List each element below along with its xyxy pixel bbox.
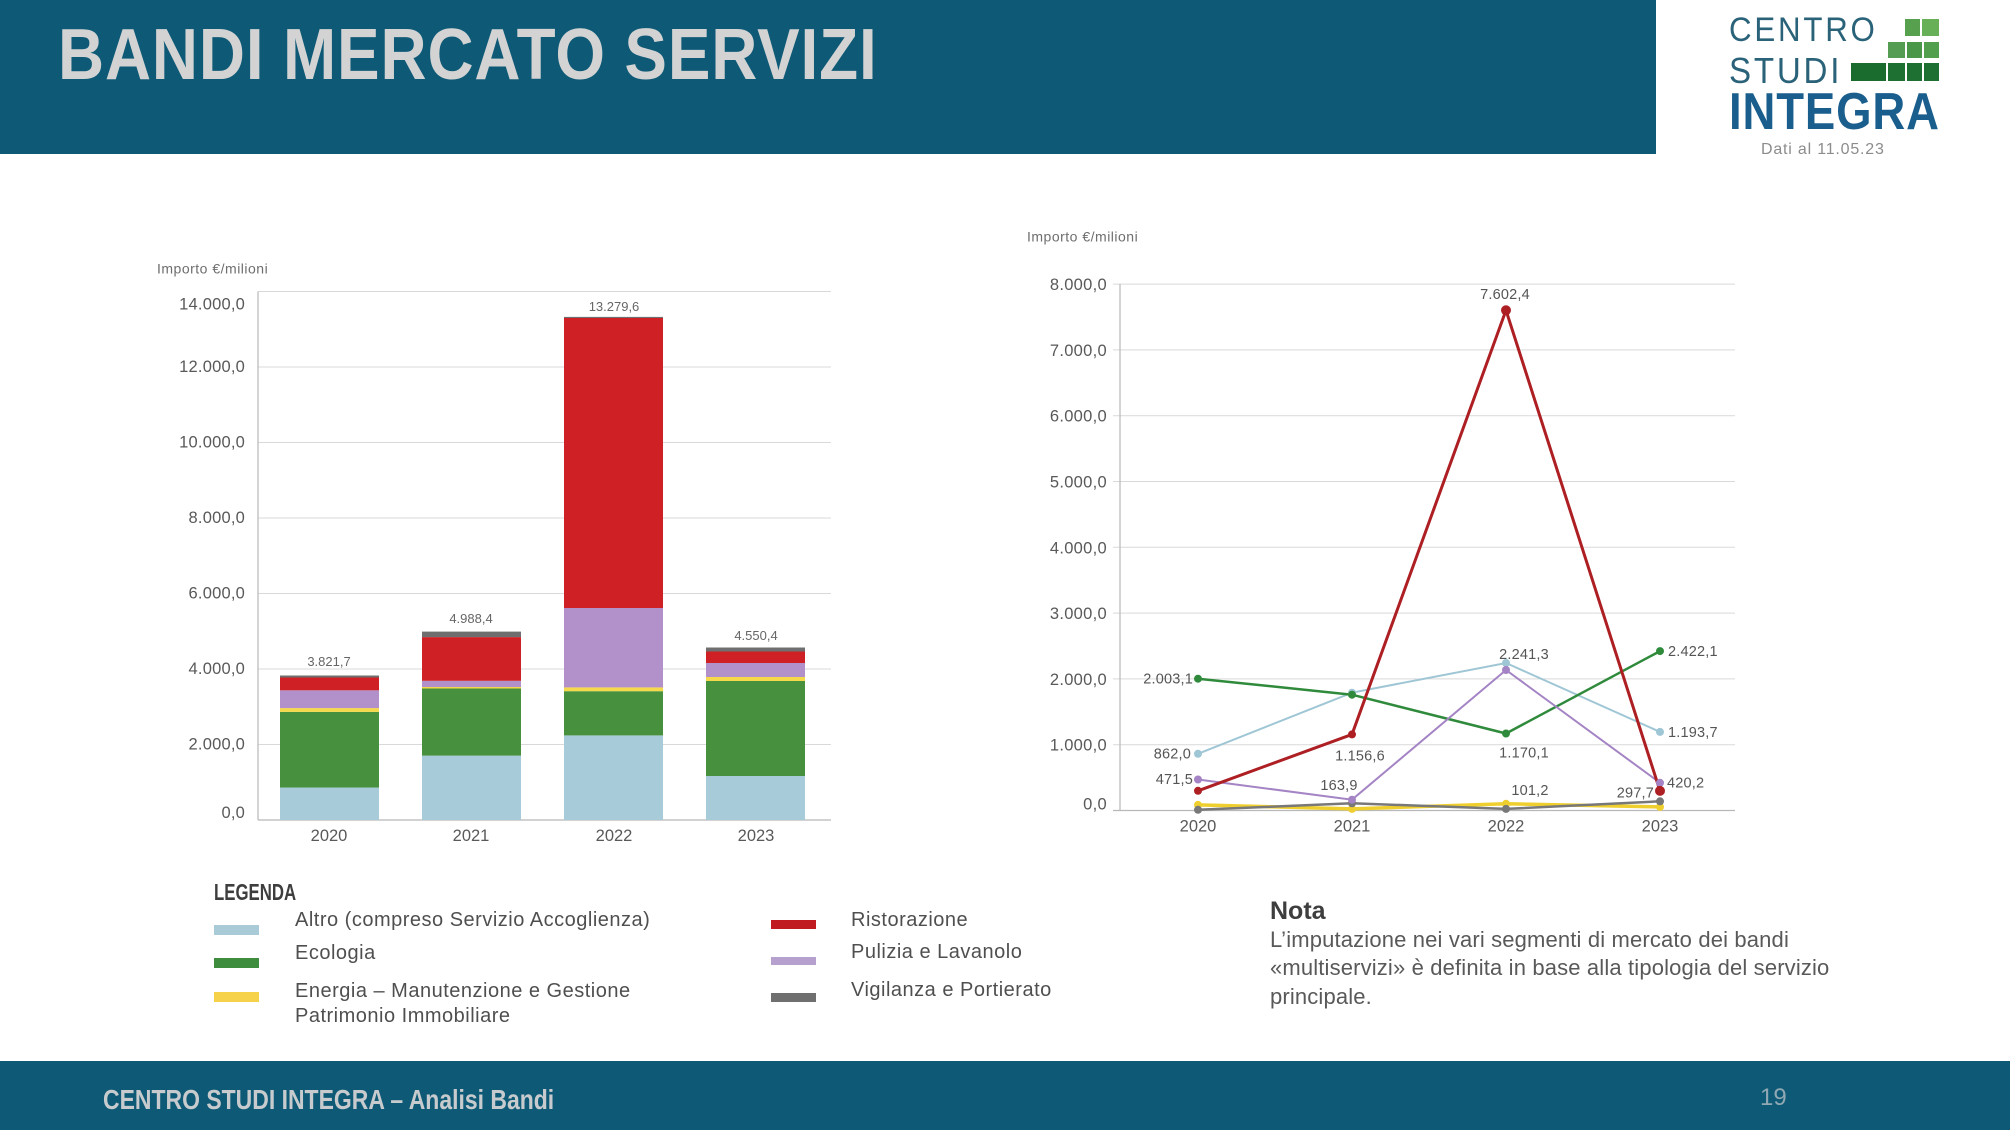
svg-text:862,0: 862,0 xyxy=(1154,747,1191,763)
svg-text:1.170,1: 1.170,1 xyxy=(1499,746,1549,762)
svg-text:0,0: 0,0 xyxy=(221,804,245,822)
svg-text:10.000,0: 10.000,0 xyxy=(179,434,245,452)
svg-text:101,2: 101,2 xyxy=(1511,783,1548,799)
svg-text:2021: 2021 xyxy=(1334,818,1371,836)
svg-text:4.550,4: 4.550,4 xyxy=(734,628,777,643)
svg-text:1.000,0: 1.000,0 xyxy=(1050,737,1107,755)
svg-text:2022: 2022 xyxy=(596,827,633,845)
svg-text:7.000,0: 7.000,0 xyxy=(1050,342,1107,360)
svg-text:2022: 2022 xyxy=(1488,818,1525,836)
svg-text:3.821,7: 3.821,7 xyxy=(307,654,350,669)
svg-text:3.000,0: 3.000,0 xyxy=(1050,605,1107,623)
svg-text:2020: 2020 xyxy=(1180,818,1217,836)
svg-text:2023: 2023 xyxy=(738,827,775,845)
svg-text:420,2: 420,2 xyxy=(1667,776,1704,792)
svg-text:8.000,0: 8.000,0 xyxy=(1050,276,1107,294)
svg-text:4.000,0: 4.000,0 xyxy=(1050,539,1107,557)
svg-text:2.003,1: 2.003,1 xyxy=(1143,671,1193,687)
svg-text:163,9: 163,9 xyxy=(1320,778,1357,794)
svg-text:2.241,3: 2.241,3 xyxy=(1499,647,1549,663)
svg-text:297,7: 297,7 xyxy=(1617,785,1654,801)
svg-text:Importo €/milioni: Importo €/milioni xyxy=(1027,229,1138,245)
svg-text:6.000,0: 6.000,0 xyxy=(189,585,245,603)
svg-text:12.000,0: 12.000,0 xyxy=(179,358,245,376)
svg-text:13.279,6: 13.279,6 xyxy=(589,299,640,314)
svg-text:2021: 2021 xyxy=(453,827,490,845)
svg-text:2023: 2023 xyxy=(1642,818,1679,836)
svg-text:1.156,6: 1.156,6 xyxy=(1335,749,1385,765)
svg-text:2020: 2020 xyxy=(311,827,348,845)
svg-text:Importo €/milioni: Importo €/milioni xyxy=(157,261,268,277)
svg-text:4.000,0: 4.000,0 xyxy=(189,660,245,678)
svg-text:6.000,0: 6.000,0 xyxy=(1050,408,1107,426)
svg-text:471,5: 471,5 xyxy=(1156,772,1193,788)
svg-text:2.000,0: 2.000,0 xyxy=(1050,671,1107,689)
svg-text:0,0: 0,0 xyxy=(1083,796,1107,814)
svg-text:1.193,7: 1.193,7 xyxy=(1668,725,1718,741)
svg-text:14.000,0: 14.000,0 xyxy=(179,296,245,314)
svg-text:2.422,1: 2.422,1 xyxy=(1668,644,1718,660)
svg-text:7.602,4: 7.602,4 xyxy=(1480,287,1530,303)
svg-text:2.000,0: 2.000,0 xyxy=(189,736,245,754)
svg-text:4.988,4: 4.988,4 xyxy=(449,611,492,626)
svg-text:8.000,0: 8.000,0 xyxy=(189,509,245,527)
svg-text:5.000,0: 5.000,0 xyxy=(1050,474,1107,492)
